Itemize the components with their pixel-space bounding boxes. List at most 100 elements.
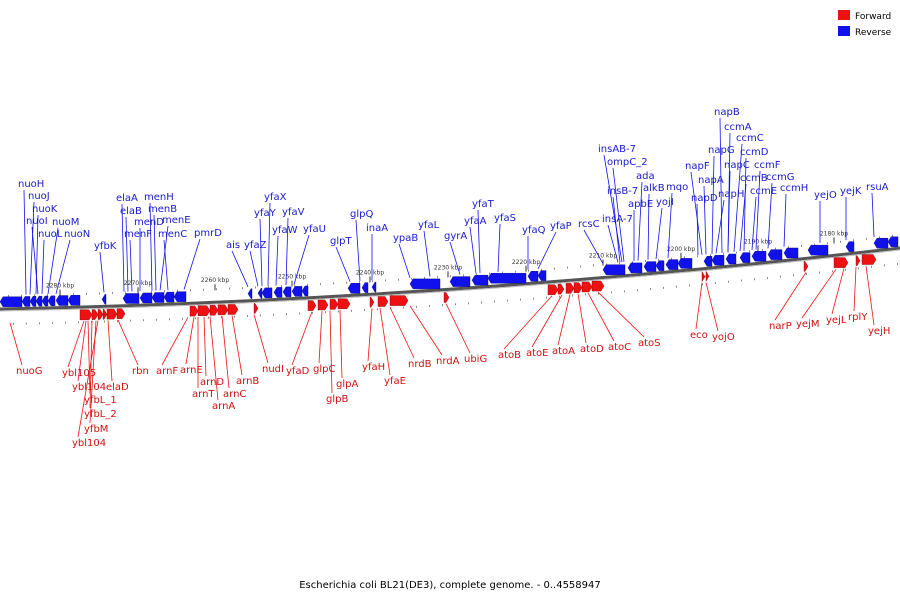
forward-gene-label[interactable]: eco [690, 330, 708, 341]
reverse-gene-label[interactable]: ais [226, 240, 240, 251]
forward-gene-label[interactable]: atoA [552, 346, 575, 357]
reverse-gene-label[interactable]: nuoJ [28, 191, 50, 202]
reverse-gene-label[interactable]: menE [162, 215, 191, 226]
reverse-gene-label[interactable]: yfaP [550, 221, 572, 232]
forward-gene-label[interactable]: ubiG [464, 354, 487, 365]
forward-gene-label[interactable]: rplY [848, 312, 868, 323]
reverse-gene-label[interactable]: yejO [814, 190, 837, 201]
forward-gene-label[interactable]: rbn [132, 366, 149, 377]
reverse-gene-label[interactable]: ada [636, 171, 655, 182]
reverse-gene-label[interactable]: yojI [656, 197, 674, 208]
forward-gene-label[interactable]: nudI [262, 364, 284, 375]
reverse-gene-label[interactable]: elaA [116, 193, 138, 204]
reverse-gene-label[interactable]: yfaS [494, 213, 516, 224]
reverse-gene-label[interactable]: napG [708, 145, 735, 156]
reverse-gene-label[interactable]: ccmD [740, 147, 769, 158]
reverse-gene-label[interactable]: glpQ [350, 209, 373, 220]
forward-gene-label[interactable]: arnT [192, 389, 215, 400]
reverse-gene-label[interactable]: yejK [840, 186, 862, 197]
reverse-gene-label[interactable]: yfaT [472, 199, 495, 210]
reverse-gene-label[interactable]: apbE [628, 199, 653, 210]
reverse-gene-label[interactable]: nuoH [18, 179, 44, 190]
forward-gene-label[interactable]: arnB [236, 376, 259, 387]
forward-gene-label[interactable]: ybl105 [62, 368, 96, 379]
reverse-gene-label[interactable]: ccmG [766, 172, 795, 183]
reverse-gene-label[interactable]: gyrA [444, 231, 467, 242]
forward-gene-label[interactable]: yfbM [84, 424, 108, 435]
reverse-gene-label[interactable]: menF [124, 229, 152, 240]
forward-gene-label[interactable]: atoD [580, 344, 604, 355]
reverse-gene-label[interactable]: menB [148, 204, 177, 215]
forward-gene-label[interactable]: ybl104 [72, 382, 106, 393]
forward-gene-label[interactable]: atoB [498, 350, 521, 361]
forward-gene-label[interactable]: yejH [868, 326, 890, 337]
reverse-gene-label[interactable]: elaB [120, 206, 142, 217]
forward-gene-label[interactable]: yfaH [362, 362, 385, 373]
reverse-gene-label[interactable]: nuoL [38, 229, 63, 240]
reverse-gene-label[interactable]: alkB [643, 183, 665, 194]
reverse-gene-label[interactable]: ccmA [724, 122, 752, 133]
reverse-gene-label[interactable]: yfaA [464, 216, 487, 227]
reverse-gene-label[interactable]: yfaX [264, 192, 287, 203]
reverse-gene-label[interactable]: nuoN [64, 229, 90, 240]
reverse-gene-label[interactable]: napF [685, 161, 710, 172]
forward-gene-label[interactable]: yfaD [286, 366, 310, 377]
forward-gene-label[interactable]: glpC [313, 364, 335, 375]
reverse-gene-label[interactable]: napC [724, 160, 750, 171]
forward-gene-label[interactable]: arnC [223, 389, 246, 400]
reverse-gene-label[interactable]: insA-7 [602, 214, 633, 225]
forward-gene-label[interactable]: arnE [180, 365, 203, 376]
reverse-gene-label[interactable]: nuoM [52, 217, 79, 228]
forward-gene-label[interactable]: yfaE [384, 376, 406, 387]
reverse-gene-label[interactable]: yfaV [282, 207, 305, 218]
forward-gene-label[interactable]: yfbL_2 [84, 409, 117, 420]
reverse-gene-label[interactable]: nuoI [26, 216, 48, 227]
forward-gene-label[interactable]: nrdA [436, 356, 460, 367]
forward-gene-label[interactable]: yfbL_1 [84, 395, 117, 406]
reverse-gene-label[interactable]: insAB-7 [598, 144, 636, 155]
reverse-gene-label[interactable]: yfaL [418, 220, 440, 231]
reverse-gene-label[interactable]: rcsC [578, 219, 600, 230]
reverse-gene-label[interactable]: rsuA [866, 182, 889, 193]
forward-gene-label[interactable]: atoE [526, 348, 549, 359]
reverse-gene-label[interactable]: yfaY [254, 208, 277, 219]
forward-gene-label[interactable]: yejL [826, 315, 847, 326]
reverse-gene-label[interactable]: ccmF [754, 160, 781, 171]
forward-gene-label[interactable]: arnD [200, 377, 224, 388]
reverse-gene-label[interactable]: ccmC [736, 133, 764, 144]
reverse-gene-label[interactable]: pmrD [194, 228, 222, 239]
reverse-gene-label[interactable]: ccmE [750, 186, 777, 197]
forward-gene-label[interactable]: atoC [608, 342, 631, 353]
reverse-gene-label[interactable]: napA [698, 175, 724, 186]
reverse-gene-label[interactable]: napD [691, 193, 718, 204]
forward-gene-label[interactable]: nrdB [408, 359, 432, 370]
forward-gene-label[interactable]: arnA [212, 401, 235, 412]
reverse-gene-label[interactable]: yfaZ [244, 240, 267, 251]
reverse-gene-label[interactable]: ccmH [780, 183, 808, 194]
reverse-gene-label[interactable]: menH [144, 192, 174, 203]
forward-gene-label[interactable]: glpB [326, 394, 348, 405]
reverse-gene-label[interactable]: napB [714, 107, 740, 118]
reverse-gene-label[interactable]: yfaQ [522, 225, 546, 236]
forward-gene-label[interactable]: narP [769, 321, 792, 332]
forward-gene-label[interactable]: yojO [712, 332, 735, 343]
reverse-gene-label[interactable]: yfaU [303, 224, 326, 235]
forward-gene-label[interactable]: nuoG [16, 366, 43, 377]
forward-gene-label[interactable]: yejM [796, 319, 819, 330]
reverse-gene-label[interactable]: mqo [666, 182, 688, 193]
reverse-gene-label[interactable]: ompC_2 [607, 157, 648, 168]
forward-gene-label[interactable]: glpA [336, 379, 358, 390]
reverse-gene-label[interactable]: yfbK [94, 241, 117, 252]
forward-gene-label[interactable]: arnF [156, 366, 178, 377]
reverse-gene-label[interactable]: ypaB [393, 233, 418, 244]
reverse-gene-label[interactable]: menC [158, 229, 187, 240]
forward-gene-label[interactable]: atoS [638, 338, 661, 349]
reverse-gene-label[interactable]: menD [134, 217, 164, 228]
reverse-gene-label[interactable]: inaA [366, 223, 388, 234]
forward-gene-label[interactable]: ybl104 [72, 438, 106, 449]
reverse-gene-label[interactable]: ccmB [740, 173, 768, 184]
reverse-gene-label[interactable]: nuoK [32, 204, 58, 215]
reverse-gene-label[interactable]: glpT [330, 236, 352, 247]
reverse-gene-label[interactable]: napH [718, 189, 744, 200]
forward-gene-label[interactable]: elaD [106, 382, 129, 393]
